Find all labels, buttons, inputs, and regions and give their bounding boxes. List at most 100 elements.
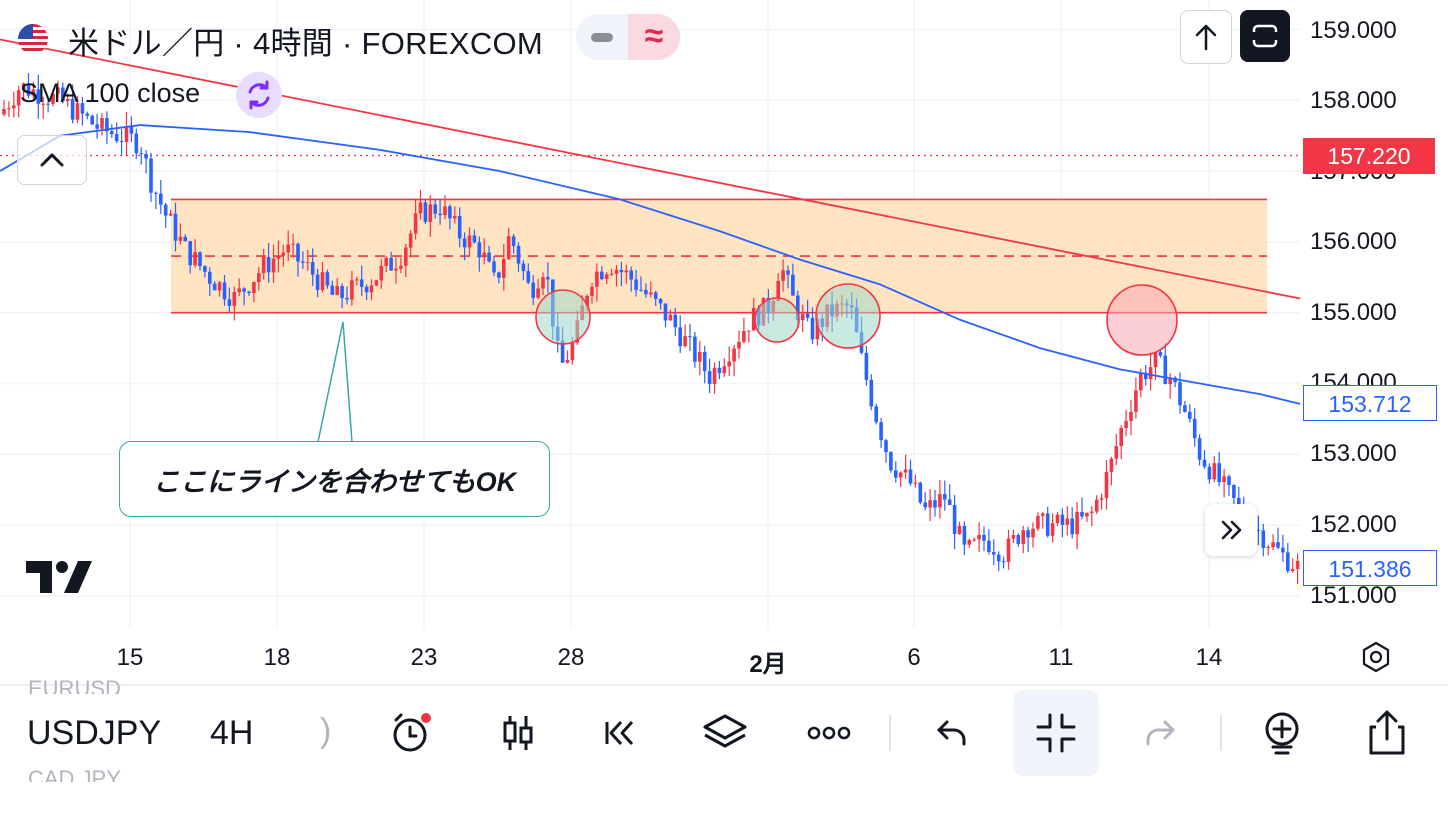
candle-body xyxy=(276,255,281,259)
toolbar-separator xyxy=(1220,715,1222,751)
candle-body xyxy=(805,313,810,318)
candle-body xyxy=(379,265,384,281)
candle-body xyxy=(1070,518,1074,535)
date-label: 2月 xyxy=(749,651,787,678)
collapse-legend-button[interactable] xyxy=(17,135,87,185)
candle-body xyxy=(1055,514,1060,524)
candle-body xyxy=(21,83,26,91)
candle-body xyxy=(1109,458,1114,472)
candle-body xyxy=(168,213,173,216)
symbol-title[interactable]: 米ドル／円 · 4時間 · FOREXCOM xyxy=(68,26,544,61)
candle-body xyxy=(957,525,962,534)
hexagon-settings-icon xyxy=(1362,641,1390,673)
more-button[interactable] xyxy=(796,700,862,766)
candle-body xyxy=(154,192,158,194)
candle-body xyxy=(649,292,653,295)
fit-chart-button[interactable] xyxy=(1013,690,1099,776)
candle-body xyxy=(1290,569,1295,572)
scroll-up-button[interactable] xyxy=(1180,10,1232,64)
candle-body xyxy=(217,282,222,291)
sync-icon[interactable] xyxy=(236,72,282,118)
candle-body xyxy=(511,236,516,246)
replay-button[interactable] xyxy=(587,700,653,766)
price-label: 155.000 xyxy=(1310,299,1397,326)
candle-body xyxy=(668,314,673,321)
chart-type-button[interactable] xyxy=(485,700,551,766)
candle-body xyxy=(1129,411,1133,421)
alarm-clock-icon xyxy=(393,713,431,752)
candle-body xyxy=(1006,538,1011,562)
candle-body xyxy=(443,206,447,216)
candle-body xyxy=(1295,560,1300,570)
candle-body xyxy=(658,298,663,304)
candle-body xyxy=(624,270,629,273)
candle-body xyxy=(938,494,942,508)
candle-body xyxy=(448,206,452,219)
tradingview-logo[interactable] xyxy=(26,561,92,600)
candle-body xyxy=(663,303,668,321)
candle-body xyxy=(1148,367,1153,380)
undo-button[interactable] xyxy=(918,700,984,766)
symbol-picker[interactable]: USDJPY xyxy=(27,714,162,752)
candle-body xyxy=(286,244,290,253)
date-label: 6 xyxy=(907,644,921,671)
sma-indicator-label[interactable]: SMA 100 close xyxy=(20,78,201,108)
candle-body xyxy=(1016,534,1021,544)
symbol-picker-next[interactable]: CAD JPY xyxy=(28,766,121,782)
candle-body xyxy=(203,266,207,272)
date-label: 28 xyxy=(557,644,585,671)
interval-picker[interactable]: 4H xyxy=(210,714,254,752)
scroll-to-realtime-button[interactable] xyxy=(1205,504,1257,556)
candle-body xyxy=(634,279,638,290)
candle-body xyxy=(678,327,682,347)
layers-button[interactable] xyxy=(692,700,758,766)
candle-body xyxy=(1143,372,1148,380)
candle-body xyxy=(923,502,927,508)
candle-body xyxy=(1134,390,1138,412)
share-button[interactable] xyxy=(1354,700,1420,766)
candle-body xyxy=(110,131,114,135)
redo-button[interactable] xyxy=(1128,700,1194,766)
candle-body xyxy=(683,336,687,347)
candle-body xyxy=(315,274,320,290)
candle-body xyxy=(12,105,16,109)
symbol-picker-prev[interactable]: EURUSD xyxy=(28,676,121,694)
candle-body xyxy=(737,341,741,349)
candle-body xyxy=(497,272,501,278)
sma-line xyxy=(0,124,1301,405)
fullscreen-button[interactable] xyxy=(1240,10,1290,62)
annotation-callout[interactable]: ここにラインを合わせてもOK xyxy=(119,441,550,517)
candle-body xyxy=(345,297,349,300)
chart-settings-button[interactable] xyxy=(1357,638,1395,676)
candle-body xyxy=(129,126,134,134)
price-label: 151.000 xyxy=(1310,582,1397,609)
candle-body xyxy=(614,269,619,274)
candle-body xyxy=(1124,420,1128,429)
candle-body xyxy=(707,371,712,385)
candle-body xyxy=(418,202,423,214)
candle-body xyxy=(521,263,526,272)
candle-body xyxy=(1099,498,1104,500)
candle-body xyxy=(134,133,139,154)
candle-body xyxy=(208,271,212,284)
candle-body xyxy=(1281,547,1285,553)
candle-body xyxy=(124,126,129,142)
candle-body xyxy=(1197,438,1202,460)
date-label: 11 xyxy=(1048,644,1074,671)
candle-body xyxy=(139,153,143,155)
candle-body xyxy=(252,281,256,294)
minus-icon[interactable] xyxy=(576,14,628,60)
alert-button[interactable] xyxy=(378,700,444,766)
approx-icon[interactable]: ≈ xyxy=(628,14,680,60)
candle-body xyxy=(781,270,785,281)
candle-body xyxy=(472,235,477,243)
candle-body xyxy=(90,115,94,125)
candle-body xyxy=(105,118,109,132)
candle-body xyxy=(1153,352,1158,368)
candle-body xyxy=(698,351,702,362)
chart-type-toggle[interactable]: ≈ xyxy=(576,14,680,60)
add-indicator-button[interactable] xyxy=(1249,700,1315,766)
candle-body xyxy=(374,280,379,286)
